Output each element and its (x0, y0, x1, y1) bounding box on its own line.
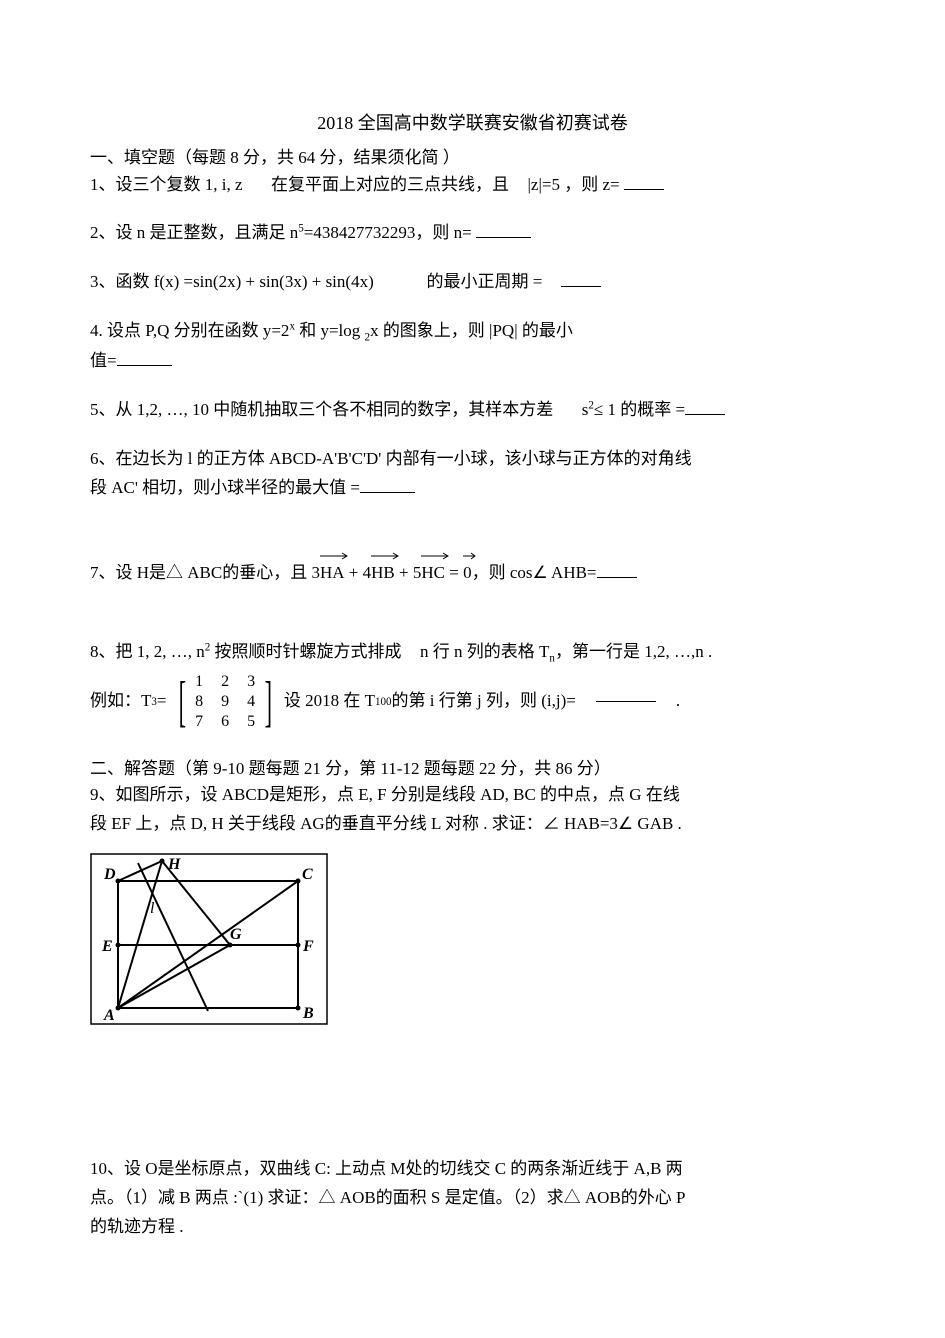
matrix-cell: 8 (195, 692, 203, 712)
vector-hc-text: HC (421, 563, 445, 582)
vector-hb: HB (371, 553, 395, 588)
matrix-t3: [ 123 894 765 ] (173, 672, 278, 732)
p5-text-c: ≤ 1 的概率 = (594, 400, 685, 419)
answer-blank (561, 286, 601, 287)
p4-text-a: 4. 设点 P,Q 分别在函数 y=2 (90, 321, 289, 340)
figure-label-f: F (302, 938, 314, 955)
figure-label-c: C (302, 866, 313, 883)
vector-ha: HA (320, 553, 345, 588)
figure-label-a: A (103, 1007, 115, 1024)
section-1-header: 一、填空题（每题 8 分，共 64 分，结果须化简 ） (90, 145, 855, 171)
p9-text-b: 段 EF 上，点 D, H 关于线段 AG的垂直平分线 L 对称 . 求证：∠ … (90, 814, 682, 833)
section-2-header: 二、解答题（第 9-10 题每题 21 分，第 11-12 题每题 22 分，共… (90, 756, 855, 782)
p8-text-d: ，第一行是 1,2, …,n . (555, 642, 712, 661)
p6-text-a: 6、在边长为 l 的正方体 ABCD-A'B'C'D' 内部有一小球，该小球与正… (90, 449, 692, 468)
vector-zero: 0 (463, 553, 472, 588)
p8-text-c: n 行 n 列的表格 T (420, 642, 549, 661)
p1-text-c: |z|=5 ，则 z= (528, 175, 620, 194)
problem-1: 1、设三个复数 1, i, z 在复平面上对应的三点共线，且 |z|=5 ，则 … (90, 171, 855, 200)
answer-blank (685, 414, 725, 415)
answer-blank (360, 492, 415, 493)
problem-3: 3、函数 f(x) =sin(2x) + sin(3x) + sin(4x) 的… (90, 268, 855, 297)
matrix-cell: 9 (221, 692, 229, 712)
exam-title: 2018 全国高中数学联赛安徽省初赛试卷 (90, 110, 855, 137)
vector-zero-text: 0 (463, 563, 472, 582)
p1-text-b: 在复平面上对应的三点共线，且 (271, 175, 509, 194)
figure-label-e: E (101, 938, 113, 955)
p7-plus1: + 4 (345, 563, 372, 582)
p3-text-b: 的最小正周期 = (426, 272, 542, 291)
vector-hc: HC (421, 553, 445, 588)
p10-text-b: 点。（1）减 B 两点 :`(1) 求证：△ AOB的面积 S 是定值。（2）求… (90, 1188, 686, 1207)
problem-10: 10、设 O是坐标原点，双曲线 C: 上动点 M处的切线交 C 的两条渐近线于 … (90, 1155, 855, 1242)
p10-text-c: 的轨迹方程 . (90, 1217, 184, 1236)
answer-blank (597, 577, 637, 578)
p3-text-a: 3、函数 f(x) =sin(2x) + sin(3x) + sin(4x) (90, 272, 374, 291)
figure-label-g: G (230, 926, 242, 943)
p7-eq: = (445, 563, 463, 582)
right-bracket-icon: ] (265, 674, 272, 730)
vector-hb-text: HB (371, 563, 395, 582)
p8-text-b: 按照顺时针螺旋方式排成 (210, 642, 401, 661)
problem-6: 6、在边长为 l 的正方体 ABCD-A'B'C'D' 内部有一小球，该小球与正… (90, 445, 855, 503)
p4-text-d: 值= (90, 351, 117, 370)
answer-blank (476, 237, 531, 238)
problem-5: 5、从 1,2, …, 10 中随机抽取三个各不相同的数字，其样本方差 s2≤ … (90, 396, 855, 425)
answer-blank (117, 365, 172, 366)
subscript: 100 (375, 693, 392, 712)
problem-9: 9、如图所示，设 ABCD是矩形，点 E, F 分别是线段 AD, BC 的中点… (90, 781, 855, 839)
p2-text-a: 2、设 n 是正整数，且满足 n (90, 223, 298, 242)
matrix-cell: 1 (195, 672, 203, 692)
matrix-cell: 7 (195, 712, 203, 732)
figure-label-h: H (167, 856, 181, 873)
p7-plus2: + 5 (395, 563, 422, 582)
p8-text-a: 8、把 1, 2, …, n (90, 642, 205, 661)
p4-text-c: x 的图象上，则 |PQ| 的最小 (370, 321, 573, 340)
vector-ha-text: HA (320, 563, 345, 582)
matrix-cell: 5 (247, 712, 255, 732)
left-bracket-icon: [ (178, 674, 185, 730)
p2-text-b: =438427732293，则 n= (304, 223, 472, 242)
answer-blank (596, 701, 656, 702)
p6-text-b: 段 AC' 相切，则小球半径的最大值 = (90, 478, 360, 497)
p7-end: ，则 cos∠ AHB= (472, 563, 597, 582)
problem-2: 2、设 n 是正整数，且满足 n5=438427732293，则 n= (90, 219, 855, 248)
p7-text-a: 7、设 H是△ ABC的垂心，且 3 (90, 563, 320, 582)
p8-text-f: = (157, 687, 167, 716)
matrix-cell: 6 (221, 712, 229, 732)
matrix-cell: 4 (247, 692, 255, 712)
answer-blank (624, 189, 664, 190)
figure-label-l: l (150, 900, 155, 917)
matrix-cell: 2 (221, 672, 229, 692)
p9-text-a: 9、如图所示，设 ABCD是矩形，点 E, F 分别是线段 AD, BC 的中点… (90, 785, 680, 804)
problem-4: 4. 设点 P,Q 分别在函数 y=2x 和 y=log 2x 的图象上，则 |… (90, 317, 855, 376)
p5-text-a: 5、从 1,2, …, 10 中随机抽取三个各不相同的数字，其样本方差 (90, 400, 553, 419)
matrix-cell: 3 (247, 672, 255, 692)
problem-7: 7、设 H是△ ABC的垂心，且 3HA + 4HB + 5HC = 0，则 c… (90, 553, 855, 588)
p4-text-b: 和 y=log (295, 321, 365, 340)
figure-label-b: B (302, 1005, 314, 1022)
p8-text-g: 设 2018 在 T (284, 687, 375, 716)
p8-text-h: 的第 i 行第 j 列，则 (i,j)= (392, 687, 576, 716)
p8-text-e: 例如：T (90, 687, 151, 716)
p1-text-a: 1、设三个复数 1, i, z (90, 175, 243, 194)
figure-label-d: D (103, 866, 116, 883)
problem-8: 8、把 1, 2, …, n 2 按照顺时针螺旋方式排成 n 行 n 列的表格 T… (90, 638, 855, 736)
p10-text-a: 10、设 O是坐标原点，双曲线 C: 上动点 M处的切线交 C 的两条渐近线于 … (90, 1159, 683, 1178)
problem-9-figure: D H C E G F A B l (90, 853, 855, 1025)
